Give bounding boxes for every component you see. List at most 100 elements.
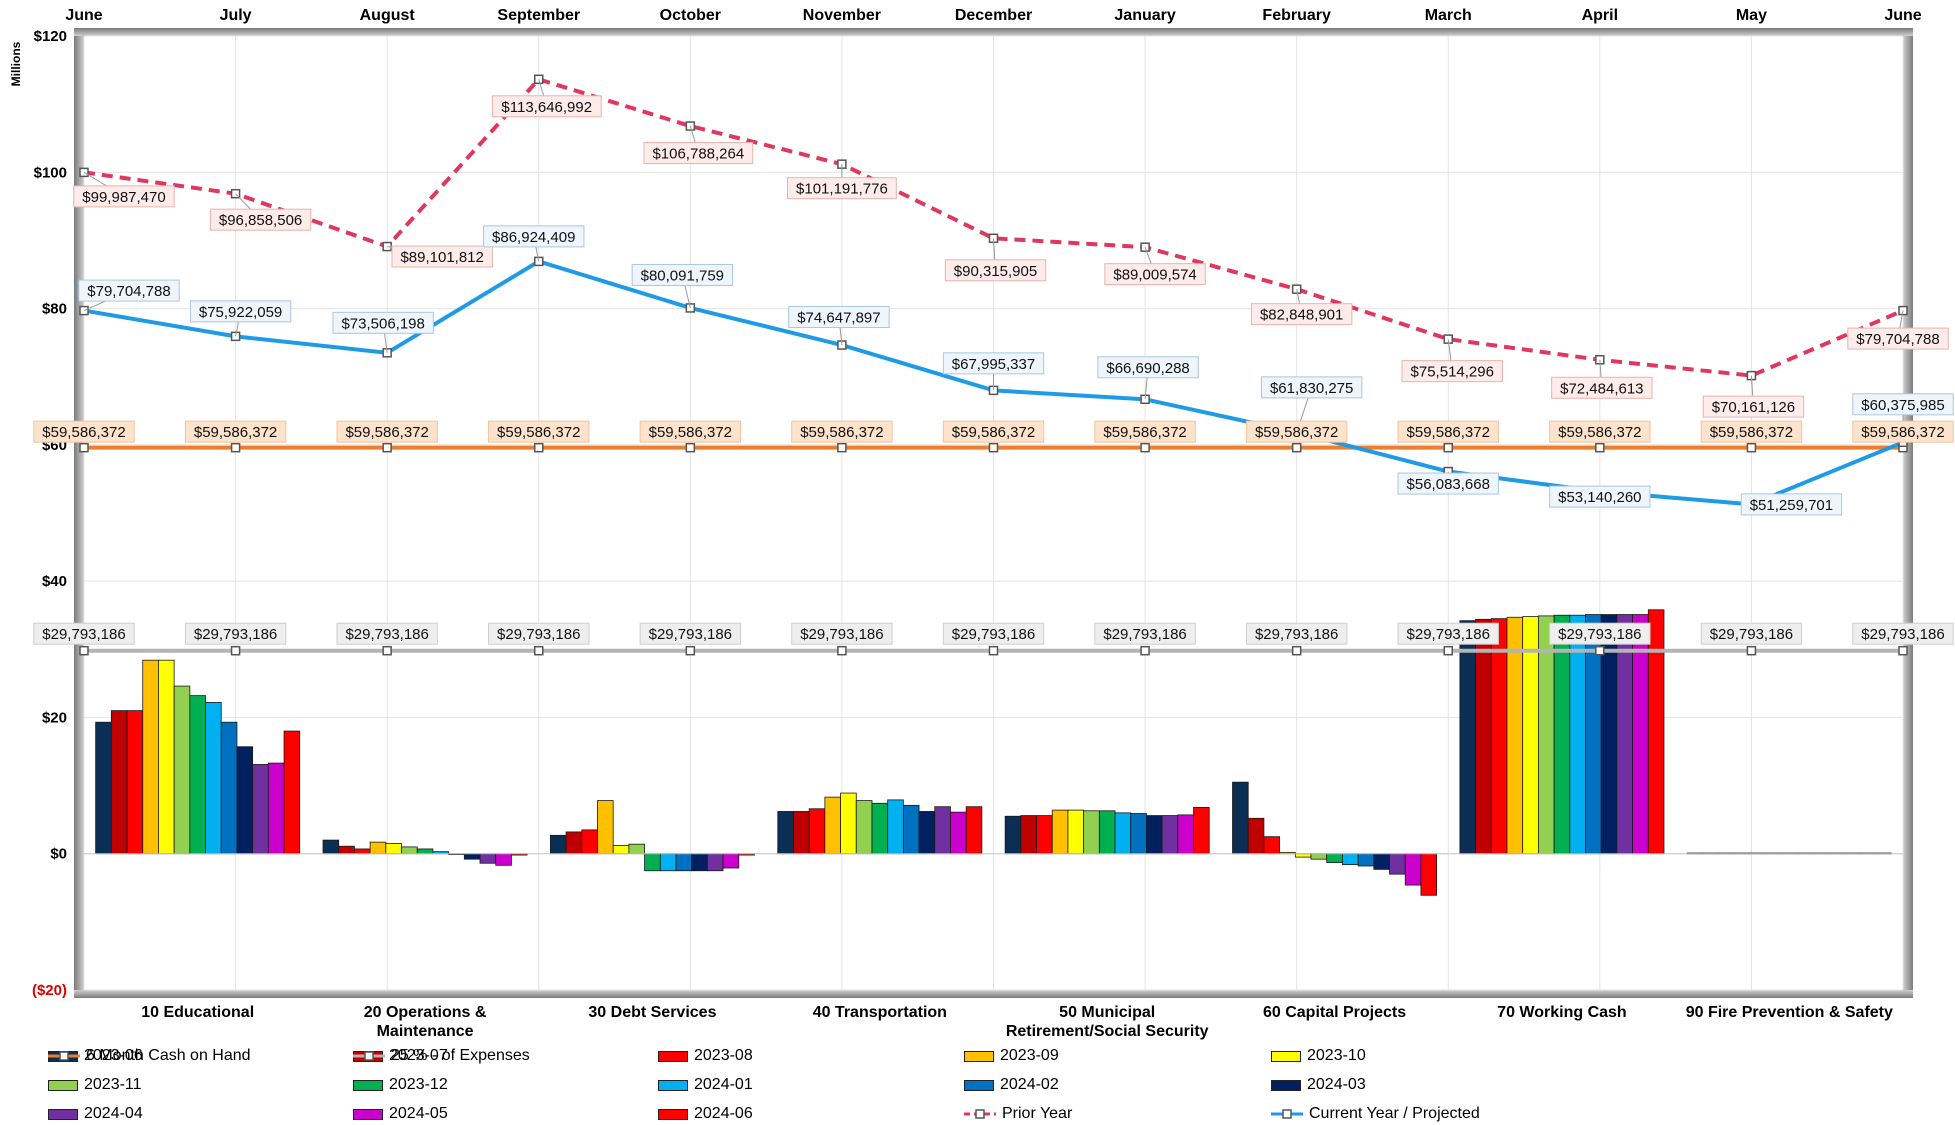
bar	[1420, 853, 1438, 896]
data-label-box	[184, 622, 287, 645]
x-tick-month: November	[803, 7, 881, 24]
series-marker	[685, 645, 696, 656]
data-label: $73,506,198	[341, 315, 424, 332]
legend-swatch	[964, 1079, 994, 1091]
bar	[1294, 853, 1312, 858]
series-marker	[837, 442, 847, 453]
data-label-box	[942, 622, 1045, 645]
legend-item: Prior Year	[964, 1103, 1072, 1125]
data-label: $67,995,337	[952, 356, 1035, 373]
data-label-box	[78, 279, 180, 302]
series-marker	[685, 121, 696, 131]
data-label-box	[483, 225, 585, 248]
data-label: $29,793,186	[1255, 626, 1338, 643]
legend-item: Current Year / Projected	[1271, 1103, 1480, 1125]
data-label: $89,101,812	[400, 249, 483, 266]
legend-label: 2024-06	[694, 1105, 753, 1122]
legend-swatch	[353, 1079, 383, 1091]
bar	[173, 685, 191, 855]
bar	[1051, 809, 1069, 855]
data-label: $89,009,574	[1113, 267, 1196, 284]
y-axis-label: Millions	[9, 41, 23, 86]
data-label: $59,586,372	[1407, 424, 1490, 441]
legend-label: 2023-12	[389, 1076, 448, 1093]
bar	[777, 811, 794, 855]
legend-label: Prior Year	[1002, 1105, 1073, 1122]
series-marker	[1898, 645, 1908, 656]
bar	[1232, 781, 1249, 855]
data-label: $56,083,668	[1407, 476, 1490, 493]
data-label: $82,848,901	[1260, 307, 1343, 324]
legend-item: 2024-06	[658, 1103, 753, 1125]
data-label-box	[73, 185, 175, 208]
series-marker	[79, 645, 89, 656]
y-tick-label: ($20)	[32, 982, 67, 999]
series-marker	[988, 442, 999, 453]
x-tick-category: 20 Operations &	[364, 1004, 487, 1021]
data-labels: $99,987,470 $96,858,506 $89,101,812 $113,64…	[33, 79, 1954, 645]
data-label-box	[944, 259, 1047, 282]
bar	[95, 721, 112, 855]
data-label-box	[336, 420, 438, 443]
data-label: $60,375,985	[1861, 397, 1944, 414]
bar	[918, 811, 936, 855]
bar	[1459, 620, 1476, 855]
data-label-box	[942, 352, 1045, 375]
bar	[549, 834, 567, 855]
legend-item: 2024-01	[658, 1074, 753, 1096]
data-label: $79,704,788	[87, 283, 170, 300]
data-label-box	[1401, 360, 1503, 383]
bar	[1247, 817, 1265, 855]
data-label: $70,161,126	[1712, 399, 1795, 416]
series-marker	[1595, 442, 1605, 453]
x-tick-category: 50 Municipal	[1059, 1004, 1155, 1021]
data-label: $59,586,372	[649, 424, 732, 441]
data-label-box	[1551, 376, 1653, 399]
bar	[565, 831, 583, 855]
bar	[1647, 609, 1665, 855]
bar	[612, 845, 630, 855]
data-label-box	[1700, 622, 1803, 645]
bar	[354, 848, 371, 855]
legend-swatch	[964, 1050, 994, 1062]
legend-label: 2023-11	[84, 1076, 142, 1093]
legend-line-symbol	[353, 1050, 385, 1062]
data-label-box	[1549, 485, 1651, 508]
series-marker	[1291, 645, 1302, 656]
data-label: $61,830,275	[1270, 380, 1353, 397]
legend-line-symbol	[48, 1050, 80, 1062]
data-label: $59,586,372	[1710, 424, 1793, 441]
y-tick-label: $120	[34, 28, 67, 45]
bar	[110, 710, 128, 855]
data-label-box	[643, 142, 754, 165]
data-label-box	[1094, 420, 1196, 443]
bar	[644, 853, 661, 872]
bar	[385, 843, 402, 855]
legend-item: 25 % - of Expenses	[353, 1045, 530, 1067]
bar	[1161, 815, 1179, 855]
bar	[252, 764, 269, 855]
series-marker	[382, 442, 392, 453]
bar	[706, 853, 724, 872]
bar	[950, 811, 967, 855]
bar	[1389, 853, 1406, 875]
legend-line-symbol	[964, 1108, 996, 1120]
series-marker	[1595, 645, 1605, 656]
bar	[236, 746, 254, 855]
data-label: $75,514,296	[1411, 364, 1494, 381]
legend-label: 25 % - of Expenses	[391, 1047, 530, 1064]
data-label: $59,586,372	[1558, 424, 1641, 441]
data-label: $86,924,409	[492, 229, 575, 246]
y-tick-label: $100	[34, 164, 67, 181]
legend-label: 2023-10	[1307, 1047, 1366, 1064]
legend-label: 2024-05	[389, 1105, 448, 1122]
bar	[158, 659, 175, 855]
bar	[338, 845, 355, 855]
bar	[1404, 853, 1422, 886]
data-label-box	[1397, 420, 1499, 443]
data-label-box	[209, 208, 312, 231]
data-label: $101,191,776	[796, 181, 888, 198]
data-label-box	[184, 420, 287, 443]
series-marker	[534, 645, 544, 656]
bar	[267, 762, 285, 855]
